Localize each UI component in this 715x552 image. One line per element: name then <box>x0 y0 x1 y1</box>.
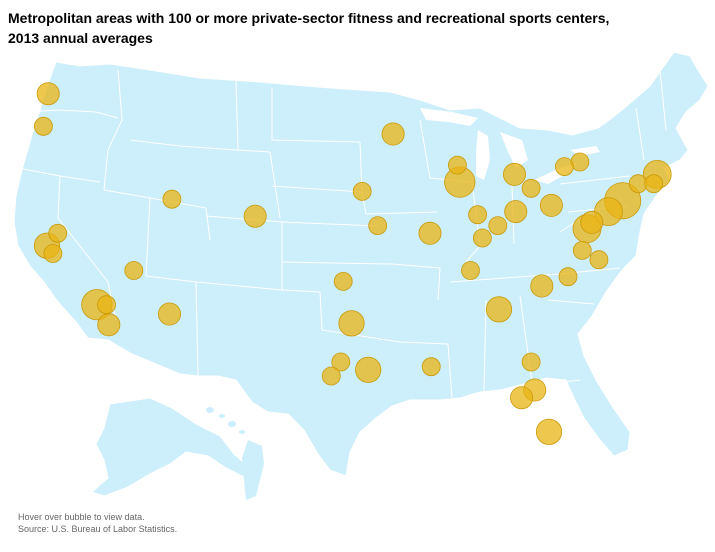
bubble-pittsburgh[interactable] <box>539 193 563 217</box>
hawaii-island-4 <box>239 430 245 434</box>
bubble-jacksonville[interactable] <box>521 352 541 372</box>
state-border-mt-wy <box>129 139 271 153</box>
source-footnote: Source: U.S. Bureau of Labor Statistics. <box>18 524 178 534</box>
bubble-providence[interactable] <box>644 174 664 194</box>
bubble-charlotte[interactable] <box>530 274 554 298</box>
bubble-riverside[interactable] <box>97 295 116 315</box>
bubble-omaha[interactable] <box>352 181 372 201</box>
bubble-raleigh[interactable] <box>558 267 578 287</box>
hawaii-island-2 <box>219 414 225 418</box>
state-border-co-nm <box>195 281 283 291</box>
bubble-columbus[interactable] <box>504 200 528 224</box>
bubble-austin[interactable] <box>331 352 351 372</box>
bubble-tampa[interactable] <box>510 386 534 410</box>
state-border-ms-al <box>483 299 487 393</box>
bubble-san-antonio[interactable] <box>321 366 341 386</box>
lake-superior <box>420 108 478 126</box>
bubble-san-diego[interactable] <box>97 313 121 337</box>
bubble-dallas[interactable] <box>338 310 365 337</box>
bubble-milwaukee[interactable] <box>447 155 467 175</box>
bubble-san-jose[interactable] <box>43 244 63 263</box>
state-border-ks-ok <box>281 261 393 265</box>
bubble-new-orleans[interactable] <box>421 357 441 377</box>
state-border-mo-ar <box>391 263 441 301</box>
great-lakes <box>420 108 600 184</box>
hawaii-islands <box>206 407 264 500</box>
bubble-richmond[interactable] <box>572 240 592 260</box>
bubble-virginia-beach[interactable] <box>589 250 609 270</box>
state-border-sd-ne <box>271 185 363 193</box>
bubble-houston[interactable] <box>355 356 382 383</box>
bubble-las-vegas[interactable] <box>124 261 144 280</box>
lake-michigan <box>476 130 490 180</box>
state-border-ia-mo <box>365 211 439 215</box>
bubble-portland[interactable] <box>34 116 53 136</box>
bubble-st-louis[interactable] <box>418 221 442 245</box>
bubble-atlanta[interactable] <box>485 296 513 323</box>
bubble-nashville[interactable] <box>461 261 480 280</box>
hawaii-big-island <box>242 440 264 500</box>
state-border-mt-east <box>235 79 239 151</box>
state-border-nd-sd <box>271 88 361 143</box>
state-border-nc-sc <box>547 299 595 305</box>
bubble-salt-lake-city[interactable] <box>162 189 182 209</box>
hawaii-island-1 <box>206 407 214 413</box>
state-border-ne-ks <box>281 221 379 227</box>
bubble-cleveland[interactable] <box>521 178 541 198</box>
state-border-wa-or <box>21 109 119 119</box>
bubble-kansas-city[interactable] <box>368 216 388 236</box>
bubble-phoenix[interactable] <box>157 302 181 326</box>
bubble-baltimore[interactable] <box>580 210 604 234</box>
bubble-cincinnati[interactable] <box>488 216 508 236</box>
bubble-oklahoma-city[interactable] <box>333 271 353 291</box>
bubble-minneapolis[interactable] <box>381 122 405 146</box>
state-border-nh-me <box>659 69 667 131</box>
bubble-louisville[interactable] <box>472 228 492 248</box>
map-title-line-1: Metropolitan areas with 100 or more priv… <box>8 10 610 26</box>
hawaii-island-3 <box>228 421 236 427</box>
state-border-wy-east <box>269 151 281 219</box>
state-border-id-west <box>103 69 123 191</box>
state-border-ny-vt <box>635 107 645 161</box>
state-borders <box>17 69 667 399</box>
bubble-denver[interactable] <box>243 204 267 228</box>
state-border-ar-la <box>399 341 453 399</box>
bubble-sacramento[interactable] <box>48 223 68 243</box>
bubble-layer <box>33 82 672 445</box>
bubble-detroit[interactable] <box>502 162 526 186</box>
alaska-land <box>91 397 253 497</box>
map-title: Metropolitan areas with 100 or more priv… <box>8 8 698 48</box>
hover-footnote: Hover over bubble to view data. <box>18 512 145 522</box>
lake-huron <box>500 132 528 168</box>
state-border-pa-ny <box>559 175 631 185</box>
bubble-miami[interactable] <box>535 418 563 445</box>
bubble-indianapolis[interactable] <box>468 205 488 225</box>
state-border-ok-tx <box>281 289 401 343</box>
bubble-buffalo[interactable] <box>555 157 574 177</box>
bubble-seattle[interactable] <box>36 82 60 106</box>
map-title-line-2: 2013 annual averages <box>8 30 153 46</box>
